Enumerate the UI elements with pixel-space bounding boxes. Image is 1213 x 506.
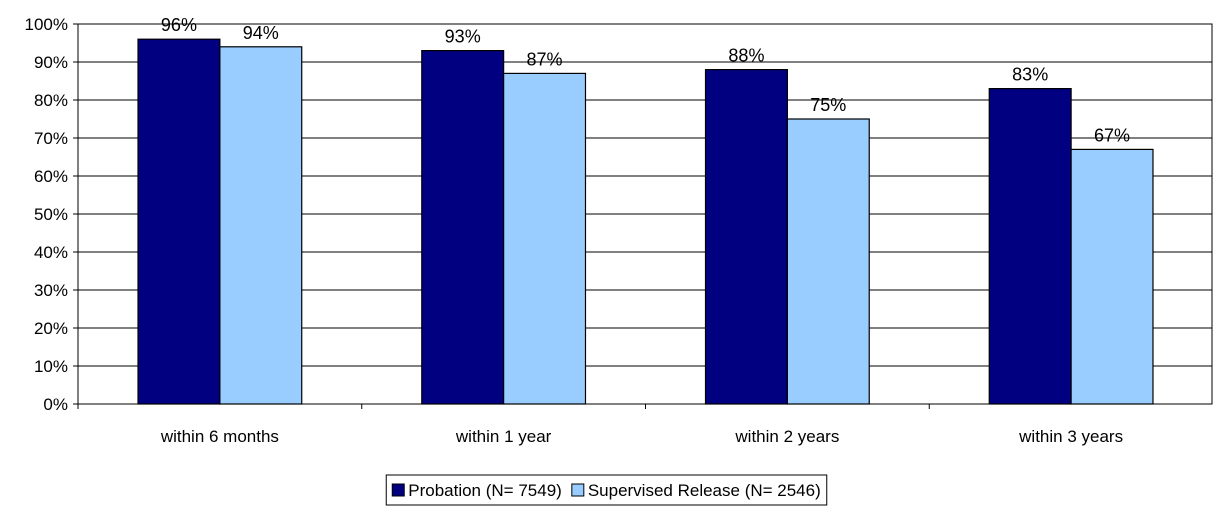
- bars: [137, 38, 1154, 405]
- bar-supervised-release: [219, 46, 303, 405]
- y-tick-label: 10%: [34, 357, 68, 376]
- data-label: 88%: [728, 46, 764, 66]
- legend-box: [385, 474, 828, 506]
- x-category-label: within 3 years: [1018, 427, 1123, 446]
- x-category-label: within 6 months: [160, 427, 279, 446]
- y-tick-label: 60%: [34, 167, 68, 186]
- legend: Probation (N= 7549) Supervised Release (N…: [385, 474, 828, 506]
- y-tick-label: 70%: [34, 129, 68, 148]
- y-tick-label: 40%: [34, 243, 68, 262]
- bar-supervised-release: [1070, 148, 1154, 405]
- y-tick-label: 20%: [34, 319, 68, 338]
- data-label: 93%: [445, 27, 481, 47]
- x-category-label: within 1 year: [455, 427, 552, 446]
- bar-supervised-release: [786, 118, 870, 405]
- y-tick-label: 0%: [43, 395, 68, 414]
- x-category-label: within 2 years: [734, 427, 839, 446]
- legend-label: Supervised Release (N= 2546): [588, 481, 821, 500]
- bar-probation: [704, 68, 788, 405]
- bar-supervised-release: [503, 72, 587, 405]
- data-label: 83%: [1012, 65, 1048, 85]
- legend-label: Probation (N= 7549): [408, 481, 562, 500]
- bar-probation: [137, 38, 221, 405]
- data-label: 94%: [243, 23, 279, 43]
- legend-swatch: [571, 483, 585, 497]
- y-axis-tick-labels: 0% 10% 20% 30% 40% 50% 60% 70% 80% 90% 100%: [25, 15, 68, 414]
- axes: [73, 23, 1213, 409]
- x-axis-category-labels: within 6 months within 1 year within 2 yea…: [160, 427, 1123, 446]
- data-label: 87%: [527, 49, 563, 69]
- bar-probation: [421, 49, 505, 405]
- data-label: 96%: [161, 15, 197, 35]
- y-tick-label: 30%: [34, 281, 68, 300]
- y-tick-label: 90%: [34, 53, 68, 72]
- y-tick-label: 100%: [25, 15, 68, 34]
- data-label: 75%: [810, 95, 846, 115]
- y-tick-label: 50%: [34, 205, 68, 224]
- y-tick-label: 80%: [34, 91, 68, 110]
- legend-swatch: [391, 483, 405, 497]
- bar-probation: [988, 87, 1072, 405]
- data-labels: 96% 94% 93% 87% 88% 75% 83% 67%: [161, 15, 1130, 145]
- data-label: 67%: [1094, 125, 1130, 145]
